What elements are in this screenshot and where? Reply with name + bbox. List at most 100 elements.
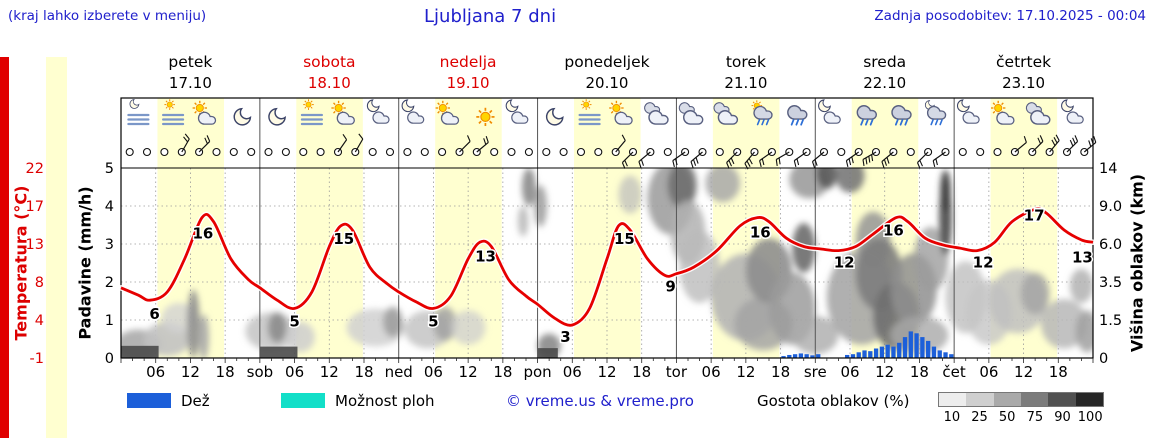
wind-calm-icon bbox=[316, 147, 325, 157]
temperature-labels: 6 16 5 15 5 13 3 15 9 16 12 16 12 17 13 bbox=[148, 205, 1094, 348]
hour-label: 06 bbox=[840, 363, 859, 381]
temp-value-label: 15 bbox=[614, 230, 635, 248]
rain-drops bbox=[860, 119, 874, 126]
wind-barb-icon bbox=[177, 133, 190, 157]
wind-calm-icon bbox=[142, 147, 152, 157]
hour-label: 12 bbox=[459, 363, 478, 381]
wind-barb-icon bbox=[775, 147, 794, 166]
day-date: 17.10 bbox=[169, 74, 212, 92]
day-abbrev: sre bbox=[804, 363, 827, 381]
precip-axis-tick: 0 bbox=[105, 351, 114, 367]
hour-label: 12 bbox=[1014, 363, 1033, 381]
temp-value-label: 17 bbox=[1024, 206, 1045, 224]
grayscale-label: 90 bbox=[1054, 410, 1071, 425]
clear-night-icon bbox=[545, 107, 564, 126]
cloud-shape bbox=[856, 105, 877, 120]
wind-barb-icon bbox=[845, 147, 863, 168]
sun-shape bbox=[580, 99, 592, 110]
wind-barb-icon bbox=[916, 147, 933, 169]
day-name-ponedeljek: ponedeljek bbox=[564, 53, 649, 71]
cloud-shape bbox=[1030, 110, 1051, 125]
hour-label: 18 bbox=[632, 363, 651, 381]
cloudy-icon bbox=[1025, 102, 1051, 125]
cloud-shape bbox=[717, 110, 739, 125]
day-date: 20.10 bbox=[586, 74, 629, 92]
wind-calm-icon bbox=[663, 147, 672, 157]
partly-night-icon bbox=[401, 99, 425, 124]
hour-label: 18 bbox=[910, 363, 929, 381]
cloud-shape bbox=[614, 111, 633, 125]
cloudy-icon bbox=[644, 102, 669, 125]
cloud-shape bbox=[1066, 111, 1084, 124]
hour-label: 18 bbox=[771, 363, 790, 381]
wind-barb-icon bbox=[1080, 136, 1097, 157]
wind-calm-icon bbox=[594, 147, 603, 157]
copyright-link[interactable]: © vreme.us & vreme.pro bbox=[506, 392, 694, 410]
wind-calm-icon bbox=[993, 147, 1002, 157]
rain-drops bbox=[790, 119, 804, 126]
x-axis-labels: 06 12 18 06 12 18 06 12 18 06 12 18 06 12 18 06 12 18 06 12… bbox=[146, 363, 1068, 381]
cloud-shape bbox=[996, 111, 1015, 125]
temp-value-label: 15 bbox=[333, 230, 354, 248]
cloud-axis-tick: 9.0 bbox=[1099, 199, 1122, 215]
temp-axis-tick: 8 bbox=[35, 275, 44, 291]
day-abbrev: čet bbox=[942, 363, 965, 381]
wind-calm-icon bbox=[403, 147, 412, 157]
cloud-shading bbox=[121, 168, 1093, 358]
temp-axis-tick: 17 bbox=[26, 199, 44, 215]
cloud-axis-tick: 14 bbox=[1099, 161, 1117, 177]
cloud-shape bbox=[962, 111, 980, 124]
precip-axis-tick: 5 bbox=[105, 161, 114, 177]
moon-shape bbox=[268, 107, 286, 126]
day-date: 21.10 bbox=[724, 74, 767, 92]
cloud-shape bbox=[440, 111, 460, 125]
wind-barb-icon bbox=[744, 147, 759, 170]
cloud-shape bbox=[787, 105, 808, 120]
cloud-shape bbox=[891, 105, 912, 120]
clear-night-icon bbox=[268, 107, 286, 126]
wind-calm-icon bbox=[490, 147, 499, 157]
cloud-axis-tick: 1.5 bbox=[1099, 313, 1122, 329]
fog-lines bbox=[127, 113, 150, 126]
axis-tick-labels: 22 17 13 8 4 -1 5 4 3 2 1 0 14 9.0 6.0 3.5 1.5 0 bbox=[26, 161, 1123, 367]
temp-axis-tick: 13 bbox=[26, 237, 44, 253]
wind-calm-icon bbox=[368, 147, 377, 157]
cloud-density-scale bbox=[938, 392, 1104, 407]
precip-axis-tick: 3 bbox=[105, 237, 114, 253]
cloud-shape bbox=[407, 111, 425, 124]
cloud-height-axis-title: Višina oblakov (km) bbox=[1127, 173, 1147, 353]
day-name-petek: petek bbox=[168, 53, 212, 71]
last-update: Zadnja posodobitev: 17.10.2025 - 00:04 bbox=[874, 8, 1146, 24]
cloud-shape bbox=[926, 105, 947, 120]
wind-barb-icon bbox=[455, 135, 471, 157]
temperature-axis-strip bbox=[0, 57, 9, 438]
temp-axis-tick: -1 bbox=[30, 351, 44, 367]
fog-day-icon bbox=[162, 99, 185, 126]
partly-sunny-icon bbox=[991, 100, 1015, 125]
cloud-shape bbox=[823, 111, 841, 124]
day-abbrev: tor bbox=[666, 363, 688, 381]
grayscale-segment bbox=[1048, 393, 1076, 406]
cloud-shape bbox=[197, 111, 217, 125]
wind-calm-icon bbox=[299, 147, 308, 157]
wind-calm-icon bbox=[385, 147, 395, 157]
grayscale-label: 50 bbox=[998, 410, 1016, 425]
wind-barb-icon bbox=[638, 147, 655, 168]
wind-barb-icon bbox=[793, 147, 811, 168]
fog-lines bbox=[162, 113, 185, 126]
wind-barb-icon bbox=[862, 147, 881, 166]
hour-label: 06 bbox=[285, 363, 304, 381]
cloud-shape bbox=[336, 111, 355, 125]
wind-barb-icon bbox=[621, 147, 638, 169]
wind-calm-icon bbox=[576, 147, 586, 157]
rain-bars bbox=[781, 331, 954, 358]
rain-sun-icon bbox=[751, 100, 773, 126]
day-abbrev: sob bbox=[247, 363, 274, 381]
wind-calm-icon bbox=[125, 147, 134, 157]
moon-shape bbox=[366, 99, 380, 113]
temp-value-label: 12 bbox=[973, 254, 994, 272]
wind-calm-icon bbox=[264, 147, 273, 157]
rain-legend-label: Dež bbox=[181, 392, 210, 410]
